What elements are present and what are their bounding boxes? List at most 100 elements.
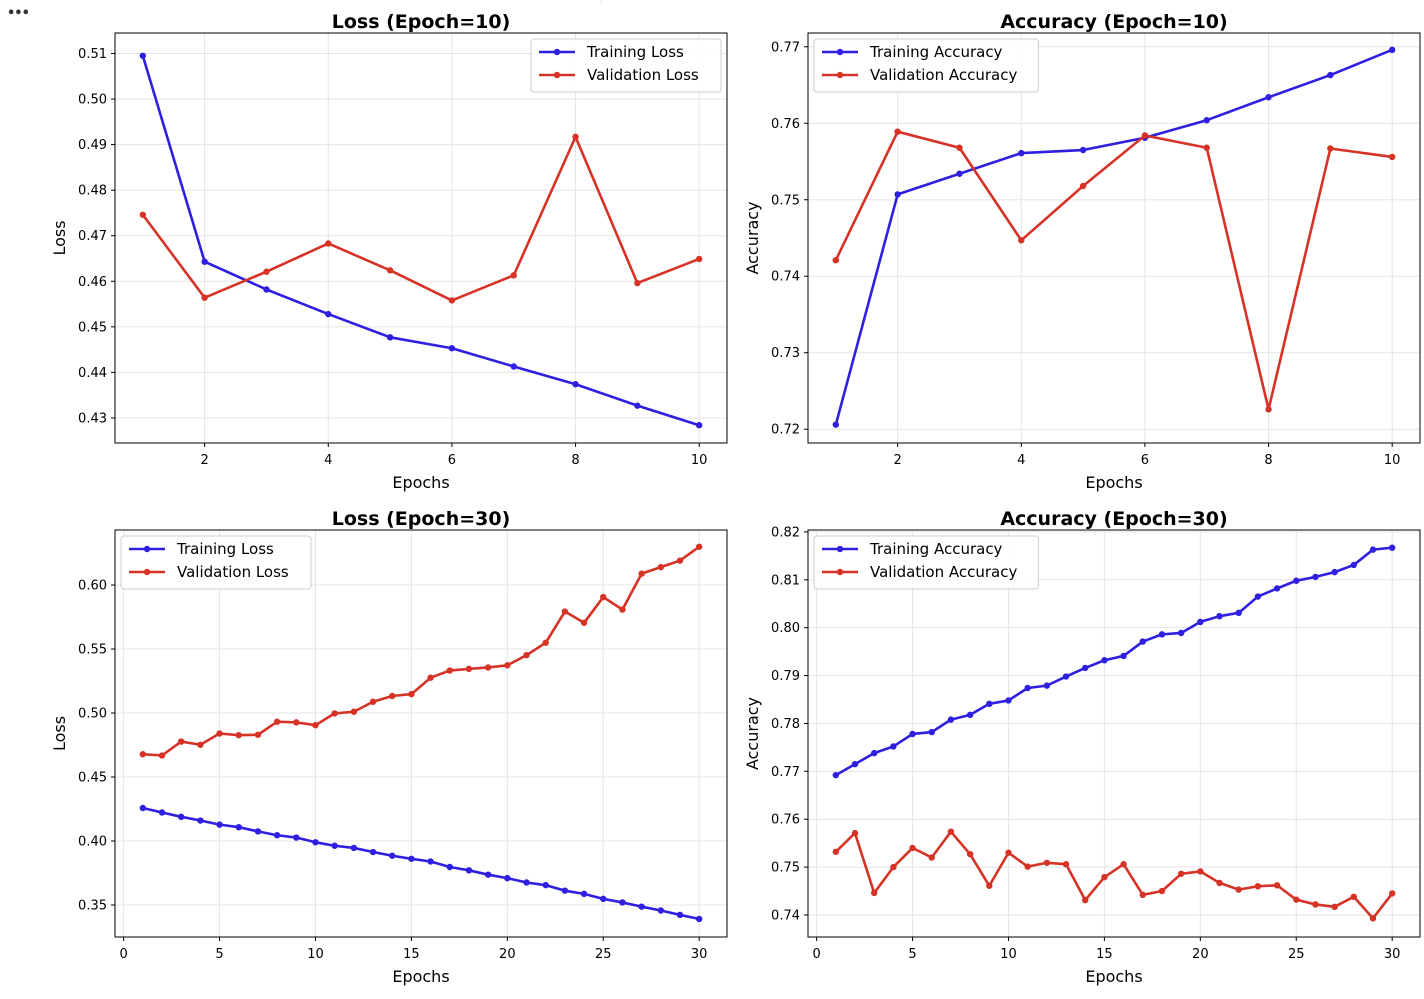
chart-3-point-training-accuracy-1 <box>832 771 840 779</box>
chart-3-point-validation-accuracy-22 <box>1235 886 1242 893</box>
chart-3-point-training-accuracy-18 <box>1158 631 1166 638</box>
chart-loss-epoch-30: 0 5 10 15 20 25 30 0.35 0.40 0.45 0.50 0.55 0.60 Loss… <box>50 508 728 986</box>
chart-2-plot-frame <box>114 529 728 938</box>
chart-2-point-training-loss-7 <box>254 828 262 835</box>
chart-3-point-validation-accuracy-13 <box>1062 861 1070 868</box>
chart-3-xtick-label-10: 10 <box>1000 947 1017 962</box>
chart-3-point-validation-accuracy-4 <box>890 863 897 871</box>
chart-2-xtick-label-20: 20 <box>499 947 516 962</box>
chart-3-legend-box <box>813 535 1039 590</box>
chart-1-ytick-label-0-76: 0.76 <box>771 117 800 132</box>
window-divider <box>601 0 602 4</box>
chart-2-ytick-label-0-35: 0.35 <box>78 899 107 914</box>
chart-2-point-validation-loss-17 <box>446 667 453 674</box>
chart-2-point-training-loss-1 <box>139 804 147 812</box>
chart-3-point-validation-accuracy-2 <box>851 829 859 837</box>
chart-2-point-validation-loss-1 <box>139 751 147 758</box>
chart-2-point-validation-loss-20 <box>504 662 511 669</box>
chart-2-legend-label-training-loss: Training Loss <box>176 540 274 558</box>
chart-2-point-validation-loss-14 <box>389 692 396 700</box>
chart-2-point-validation-loss-13 <box>369 698 377 705</box>
chart-1-xtick-label-10: 10 <box>1384 453 1401 468</box>
chart-0-plot-frame <box>114 32 728 444</box>
chart-2-point-training-loss-16 <box>427 858 434 865</box>
chart-2-point-training-loss-5 <box>216 821 223 828</box>
chart-1-xtick-label-8: 8 <box>1264 453 1272 468</box>
chart-1-series-line-training-accuracy <box>834 48 1393 425</box>
chart-2-point-training-loss-12 <box>350 844 358 852</box>
chart-2-point-validation-loss-16 <box>427 674 434 681</box>
chart-3-point-validation-accuracy-30 <box>1388 890 1396 897</box>
chart-3-point-training-accuracy-25 <box>1293 577 1300 584</box>
chart-2-point-training-loss-3 <box>177 813 185 821</box>
chart-0-point-validation-loss-8 <box>572 133 579 141</box>
chart-3-point-training-accuracy-19 <box>1177 629 1185 637</box>
chart-3-title: Accuracy (Epoch=30) <box>1000 508 1227 530</box>
chart-2-point-training-loss-22 <box>542 881 549 889</box>
chart-1-plot-frame <box>807 32 1421 444</box>
chart-3-legend-marker-training-accuracy <box>836 545 844 553</box>
chart-2-point-validation-loss-30 <box>695 543 703 550</box>
chart-1-point-validation-accuracy-2 <box>894 128 901 135</box>
chart-2-point-validation-loss-2 <box>158 752 166 759</box>
chart-3-point-validation-accuracy-12 <box>1043 859 1051 866</box>
chart-1-point-training-accuracy-4 <box>1018 149 1025 157</box>
chart-1-ytick-label-0-73: 0.73 <box>771 346 800 361</box>
chart-3-point-training-accuracy-6 <box>928 728 935 736</box>
chart-2-ytick-label-0-4: 0.40 <box>78 835 107 850</box>
chart-3-point-training-accuracy-21 <box>1216 612 1223 620</box>
chart-2-point-training-loss-8 <box>273 832 281 839</box>
chart-1-point-validation-accuracy-9 <box>1327 145 1334 152</box>
chart-0-point-validation-loss-4 <box>325 240 332 247</box>
chart-3-point-validation-accuracy-19 <box>1177 870 1185 877</box>
chart-2-legend: Training Loss Validation Loss <box>120 535 312 590</box>
chart-2-ylabel: Loss <box>50 716 69 751</box>
chart-3-ytick-label-0-76: 0.76 <box>771 813 800 828</box>
chart-3-point-training-accuracy-7 <box>947 716 955 723</box>
chart-3-point-validation-accuracy-16 <box>1120 861 1127 868</box>
chart-1-point-training-accuracy-9 <box>1327 71 1334 79</box>
chart-1-point-validation-accuracy-5 <box>1079 182 1087 190</box>
chart-2-ytick-label-0-45: 0.45 <box>78 771 107 786</box>
chart-3-point-training-accuracy-26 <box>1312 573 1319 581</box>
chart-2-point-training-loss-9 <box>293 834 300 841</box>
chart-3-point-validation-accuracy-14 <box>1082 896 1089 904</box>
chart-3-ylabel: Accuracy <box>743 697 762 770</box>
chart-3-point-validation-accuracy-15 <box>1101 873 1108 881</box>
chart-3-xlabel: Epochs <box>1085 967 1142 986</box>
chart-1-xtick-label-6: 6 <box>1141 453 1149 468</box>
chart-3-point-validation-accuracy-23 <box>1254 883 1262 890</box>
chart-2-point-validation-loss-12 <box>350 708 358 715</box>
chart-2-point-training-loss-4 <box>197 817 204 824</box>
chart-1-point-validation-accuracy-6 <box>1141 132 1149 139</box>
chart-3-point-validation-accuracy-7 <box>947 828 955 835</box>
chart-0-series-line-training-loss <box>141 55 700 427</box>
chart-2-point-validation-loss-19 <box>484 664 492 671</box>
chart-3-ytick-label-0-77: 0.77 <box>771 765 800 780</box>
chart-3-point-validation-accuracy-27 <box>1331 903 1338 911</box>
chart-3-point-validation-accuracy-10 <box>1005 849 1012 856</box>
chart-1-point-validation-accuracy-7 <box>1203 144 1210 151</box>
chart-0-ytick-label-0-5: 0.50 <box>78 93 107 108</box>
chart-2-point-training-loss-21 <box>523 879 530 886</box>
chart-2-point-validation-loss-28 <box>657 563 665 571</box>
chart-2-point-training-loss-17 <box>446 863 453 871</box>
chart-2-legend-label-validation-loss: Validation Loss <box>177 563 289 581</box>
chart-2-point-validation-loss-6 <box>235 731 242 739</box>
chart-0-point-validation-loss-1 <box>139 211 147 218</box>
chart-3-point-training-accuracy-12 <box>1043 682 1051 689</box>
chart-2-point-validation-loss-26 <box>619 606 626 613</box>
chart-3-point-validation-accuracy-3 <box>870 889 878 897</box>
chart-3-point-validation-accuracy-26 <box>1312 901 1319 908</box>
chart-3-point-training-accuracy-5 <box>909 730 916 738</box>
chart-2-point-training-loss-27 <box>638 903 645 910</box>
chart-3-ytick-label-0-79: 0.79 <box>771 669 800 684</box>
chart-2-point-training-loss-10 <box>312 839 319 846</box>
chart-2-point-training-loss-25 <box>600 895 607 903</box>
chart-2-point-validation-loss-7 <box>254 731 262 738</box>
ellipsis-icon[interactable]: ••• <box>7 6 30 21</box>
chart-2-xtick-label-30: 30 <box>691 947 708 962</box>
chart-1-series-line-validation-accuracy <box>834 130 1393 411</box>
chart-3-point-training-accuracy-13 <box>1062 673 1070 680</box>
chart-3-ytick-label-0-82: 0.82 <box>771 525 800 540</box>
